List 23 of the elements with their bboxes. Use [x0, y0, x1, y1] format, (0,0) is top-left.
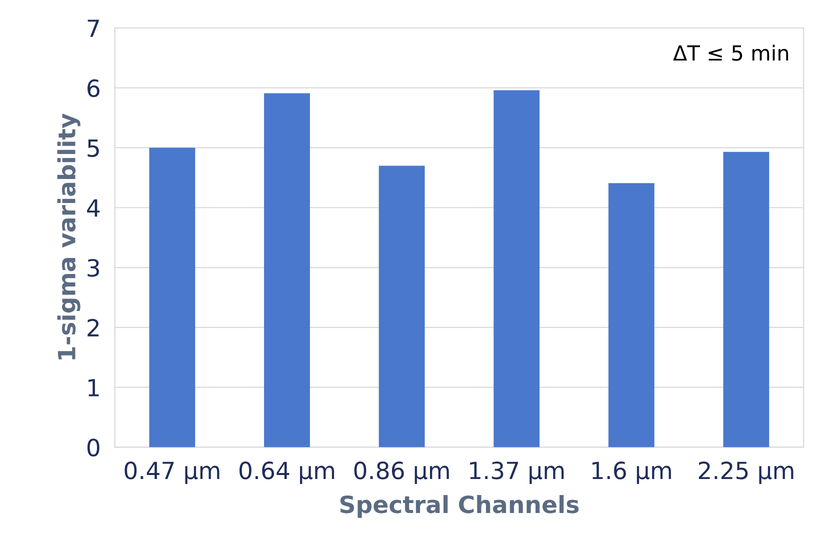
- y-tick-label: 1: [88, 379, 99, 396]
- x-tick-label: 0.64 µm: [240, 462, 334, 484]
- x-tick-label: 0.47 µm: [124, 462, 220, 484]
- x-axis-title: Spectral Channels: [340, 495, 579, 518]
- x-tick-label: 2.25 µm: [698, 462, 794, 484]
- y-tick-label: 2: [88, 318, 99, 336]
- y-axis-title: 1-sigma variability: [57, 114, 80, 360]
- y-tick-label: 7: [88, 20, 99, 37]
- y-tick-label: 0: [87, 438, 100, 457]
- bar: [608, 183, 654, 448]
- bar: [149, 148, 196, 448]
- bar: [378, 166, 425, 448]
- x-tick-label: 1.37 µm: [470, 462, 564, 484]
- y-tick-label: 6: [88, 79, 100, 98]
- y-tick-label: 5: [88, 139, 99, 158]
- y-tick-label: 4: [87, 199, 100, 217]
- bar: [494, 90, 540, 448]
- x-tick-label: 1.6 µm: [592, 462, 671, 484]
- annotation: ΔT ≤ 5 min: [673, 44, 788, 61]
- x-tick-label: 0.86 µm: [354, 462, 449, 484]
- bar: [264, 93, 310, 448]
- y-tick-label: 3: [88, 258, 100, 277]
- bar: [723, 152, 770, 448]
